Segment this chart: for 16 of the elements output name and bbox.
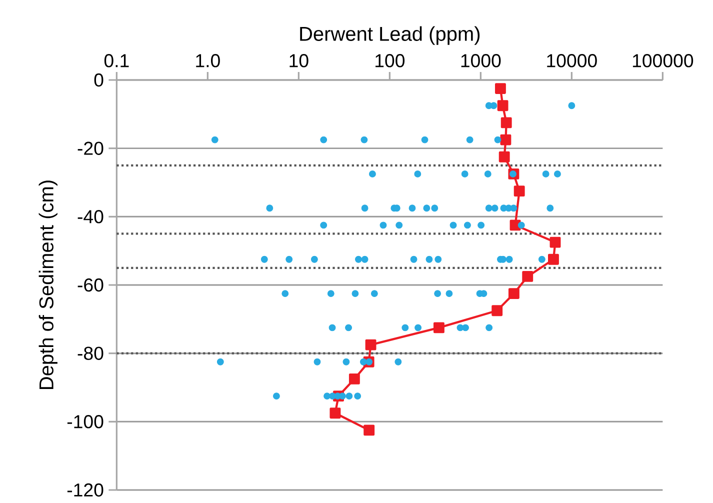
- x-tick-label: 100: [376, 54, 405, 68]
- x-tick-label: 1.0: [196, 54, 220, 68]
- y-tick-label: -60: [78, 278, 104, 292]
- y-tick-label: -40: [78, 210, 104, 224]
- y-tick-label: -120: [67, 483, 104, 497]
- y-tick-label: 0: [94, 73, 104, 87]
- y-tick-label: -80: [78, 346, 104, 360]
- x-tick-label: 0.1: [104, 54, 129, 68]
- x-tick-label: 10: [290, 54, 308, 68]
- y-axis-title: Depth of Sediment (cm): [38, 180, 58, 389]
- x-tick-label: 100000: [632, 54, 694, 68]
- x-axis-title: Derwent Lead (ppm): [300, 26, 480, 45]
- y-tick-label: -20: [78, 142, 104, 155]
- y-tick-label: -100: [67, 415, 104, 428]
- x-tick-label: 10000: [547, 54, 597, 68]
- x-tick-label: 1000: [461, 54, 501, 68]
